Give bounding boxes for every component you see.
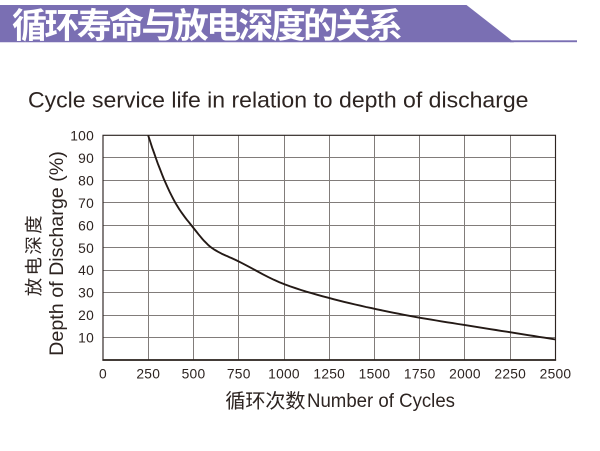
svg-text:0: 0 [99, 367, 107, 382]
svg-text:60: 60 [78, 218, 94, 233]
svg-text:10: 10 [78, 331, 94, 346]
svg-text:Depth of Discharge (%): Depth of Discharge (%) [46, 151, 68, 356]
svg-text:20: 20 [78, 308, 94, 323]
svg-text:100: 100 [70, 129, 94, 144]
svg-text:1000: 1000 [268, 367, 300, 382]
svg-text:250: 250 [136, 367, 160, 382]
svg-text:70: 70 [78, 196, 94, 211]
svg-text:2000: 2000 [449, 367, 481, 382]
svg-text:50: 50 [78, 241, 94, 256]
svg-text:Cycle service life in relation: Cycle service life in relation to depth … [28, 87, 529, 112]
svg-text:1500: 1500 [359, 367, 391, 382]
svg-text:30: 30 [78, 286, 94, 301]
svg-text:1750: 1750 [404, 367, 436, 382]
svg-text:2250: 2250 [494, 367, 526, 382]
svg-text:40: 40 [78, 263, 94, 278]
svg-text:2500: 2500 [540, 367, 572, 382]
svg-text:80: 80 [78, 173, 94, 188]
svg-text:90: 90 [78, 151, 94, 166]
svg-text:750: 750 [227, 367, 251, 382]
svg-text:Number of Cycles: Number of Cycles [307, 390, 455, 412]
svg-text:1250: 1250 [313, 367, 345, 382]
svg-text:500: 500 [182, 367, 206, 382]
